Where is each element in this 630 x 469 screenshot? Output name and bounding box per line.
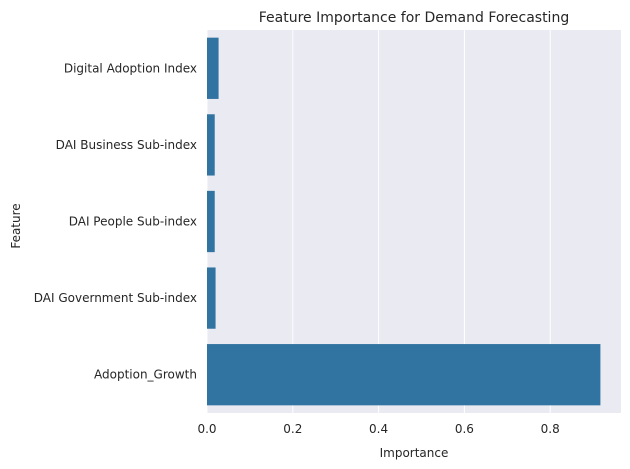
bar-1 (207, 114, 215, 176)
x-tick-label-4: 0.8 (541, 422, 560, 436)
y-tick-label-4: Adoption_Growth (94, 368, 197, 382)
x-axis-label: Importance (380, 446, 449, 460)
chart-title: Feature Importance for Demand Forecastin… (259, 10, 569, 26)
x-tick-labels: 0.0 0.2 0.4 0.6 0.8 (197, 422, 559, 436)
bar-0 (207, 37, 219, 99)
x-tick-label-2: 0.4 (369, 422, 388, 436)
y-tick-label-2: DAI People Sub-index (69, 215, 197, 229)
bar-3 (207, 267, 216, 329)
x-tick-label-3: 0.6 (455, 422, 474, 436)
bar-2 (207, 190, 215, 253)
y-tick-label-3: DAI Government Sub-index (34, 291, 197, 305)
x-tick-label-0: 0.0 (197, 422, 216, 436)
x-tick-label-1: 0.2 (283, 422, 302, 436)
y-tick-label-0: Digital Adoption Index (64, 61, 197, 75)
y-tick-labels: Digital Adoption Index DAI Business Sub-i… (34, 61, 197, 381)
y-axis-label: Feature (9, 203, 23, 248)
bar-4 (207, 344, 601, 406)
bars (207, 37, 601, 406)
y-tick-label-1: DAI Business Sub-index (56, 138, 197, 152)
